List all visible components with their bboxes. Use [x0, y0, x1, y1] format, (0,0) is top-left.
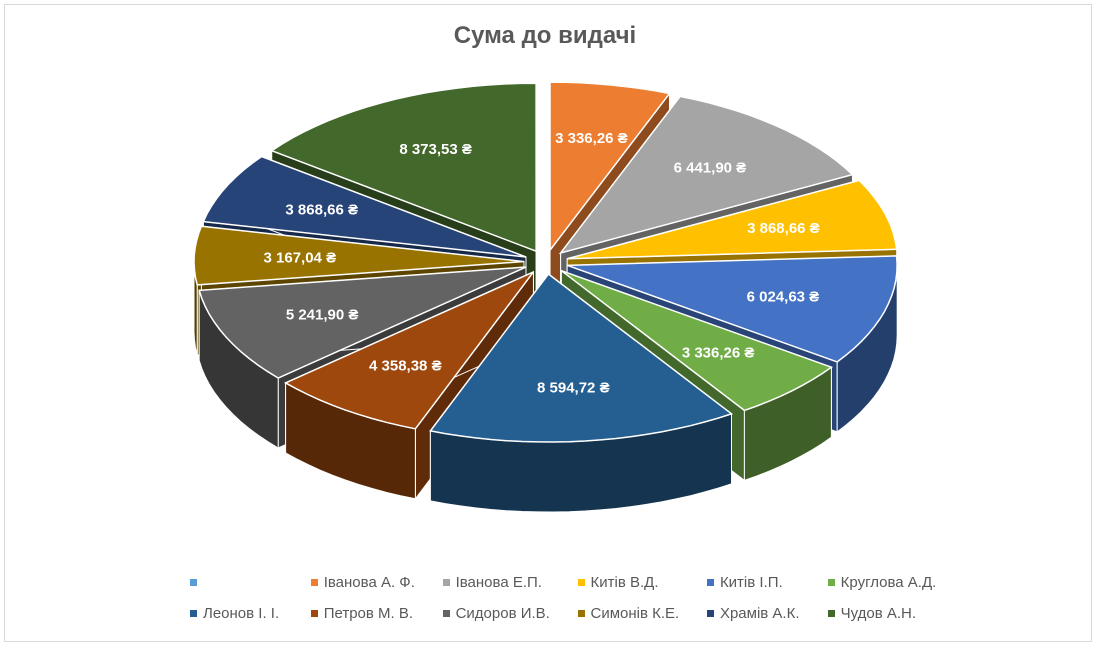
pie-slice-top	[549, 81, 671, 253]
chart-legend: Іванова А. Ф. Іванова Е.П. Китів В.Д. Китів…	[190, 574, 950, 622]
legend-swatch	[442, 579, 450, 586]
legend-swatch	[706, 610, 714, 617]
pie-slice-top	[560, 269, 834, 412]
legend-item: Круглова А.Д.	[827, 574, 950, 591]
legend-swatch	[442, 610, 450, 617]
legend-label: Сидоров И.В.	[455, 605, 550, 622]
legend-label: Чудов А.Н.	[840, 605, 917, 622]
legend-item: Китів І.П.	[706, 574, 814, 591]
data-label: 3 167,04 ₴	[264, 249, 337, 266]
pie-slice-top	[558, 95, 855, 255]
legend-label: Китів В.Д.	[590, 574, 659, 591]
legend-label: Китів І.П.	[719, 574, 783, 591]
legend-swatch	[190, 579, 197, 586]
legend-item: Сидоров И.В.	[442, 605, 564, 622]
legend-label: Леонов І. І.	[203, 605, 280, 622]
legend-item: Храмів А.К.	[706, 605, 814, 622]
pie-slice-top	[193, 225, 525, 286]
data-label: 3 336,26 ₴	[555, 130, 628, 147]
pie-slice-top	[567, 179, 898, 260]
pie-slice-top	[283, 271, 535, 430]
legend-swatch	[827, 610, 835, 617]
legend-item: Петров М. В.	[310, 605, 429, 622]
pie-slice-top	[429, 272, 734, 443]
legend-swatch	[310, 610, 318, 617]
legend-label: Іванова Е.П.	[455, 574, 542, 591]
data-label: 3 868,66 ₴	[285, 202, 358, 219]
legend-swatch	[577, 610, 585, 617]
legend-item	[190, 574, 297, 591]
pie-slice-top	[270, 82, 537, 253]
pie-slice-top	[202, 155, 527, 258]
chart-title: Сума до видачі	[453, 22, 637, 49]
legend-item: Китів В.Д.	[577, 574, 693, 591]
legend-label: Храмів А.К.	[719, 605, 800, 622]
legend-item: Іванова А. Ф.	[310, 574, 429, 591]
legend-label: Круглова А.Д.	[840, 574, 937, 591]
data-label: 3 868,66 ₴	[747, 220, 820, 237]
pie-chart: 3 336,26 ₴ 6 441,90 ₴ 3 868,66 ₴ 6 024,63 ₴…	[193, 81, 898, 513]
data-label: 6 024,63 ₴	[747, 289, 820, 306]
legend-item: Леонов І. І.	[190, 605, 297, 622]
legend-swatch	[577, 579, 585, 586]
legend-swatch	[310, 579, 318, 586]
legend-label: Іванова А. Ф.	[323, 574, 415, 591]
pie-slice	[429, 272, 734, 513]
legend-label: Петров М. В.	[323, 605, 414, 622]
legend-swatch	[706, 579, 714, 586]
data-label: 8 373,53 ₴	[399, 141, 472, 158]
data-label: 6 441,90 ₴	[674, 160, 747, 177]
data-label: 8 594,72 ₴	[537, 380, 610, 397]
legend-item: Чудов А.Н.	[827, 605, 950, 622]
data-label: 5 241,90 ₴	[286, 307, 359, 324]
legend-item: Іванова Е.П.	[442, 574, 564, 591]
legend-swatch	[190, 610, 197, 617]
legend-item: Симонів К.Е.	[577, 605, 693, 622]
pie-slice-top	[566, 255, 898, 363]
legend-label: Симонів К.Е.	[590, 605, 680, 622]
data-label: 3 336,26 ₴	[682, 344, 755, 361]
data-label: 4 358,38 ₴	[369, 358, 442, 375]
legend-swatch	[827, 579, 835, 586]
pie-slice-top	[198, 266, 527, 379]
